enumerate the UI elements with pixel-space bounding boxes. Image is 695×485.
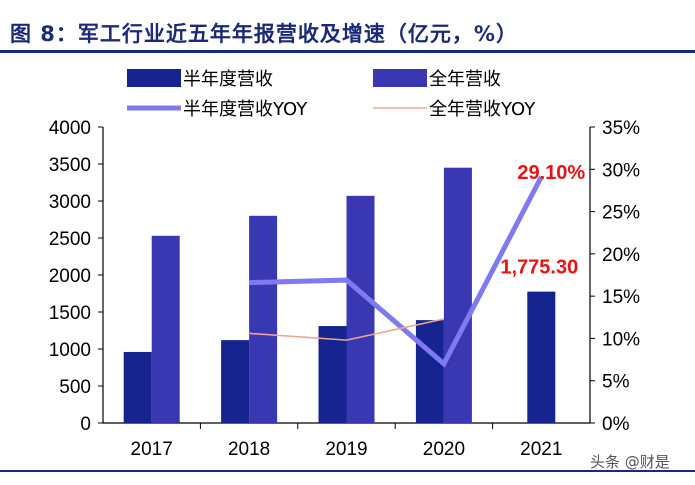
y-tick-label: 1000 bbox=[49, 340, 91, 361]
legend-swatch bbox=[373, 69, 427, 87]
y2-tick-label: 10% bbox=[602, 329, 640, 350]
y2-tick-label: 20% bbox=[602, 245, 640, 266]
legend-label: 全年营收YOY bbox=[429, 99, 536, 120]
y-tick-label: 4000 bbox=[49, 118, 91, 139]
legend-swatch bbox=[127, 69, 181, 87]
bottom-divider bbox=[0, 470, 695, 472]
x-tick-label: 2021 bbox=[520, 439, 562, 460]
y2-tick-label: 5% bbox=[602, 372, 630, 393]
x-tick-label: 2019 bbox=[325, 439, 367, 460]
x-tick-label: 2020 bbox=[423, 439, 465, 460]
bar bbox=[443, 167, 472, 423]
series-line bbox=[249, 318, 445, 341]
data-label-bar: 1,775.30 bbox=[500, 257, 578, 279]
bar bbox=[151, 235, 180, 423]
bar bbox=[318, 326, 347, 423]
legend-label: 半年度营收YOY bbox=[183, 99, 308, 120]
y-tick-label: 500 bbox=[59, 377, 91, 398]
y-tick-label: 0 bbox=[80, 414, 91, 435]
y-tick-label: 2500 bbox=[49, 229, 91, 250]
bar bbox=[527, 291, 556, 423]
bar bbox=[221, 340, 250, 423]
legend-label: 全年营收 bbox=[429, 69, 501, 90]
bar bbox=[346, 195, 375, 423]
title-divider bbox=[0, 50, 695, 53]
legend-label: 半年度营收 bbox=[183, 69, 273, 90]
data-label-line: 29.10% bbox=[517, 162, 585, 184]
chart-title: 图 8：军工行业近五年年报营收及增速（亿元，%） bbox=[10, 22, 518, 46]
y-tick-label: 3000 bbox=[49, 192, 91, 213]
y-tick-label: 1500 bbox=[49, 303, 91, 324]
bar bbox=[123, 351, 152, 423]
x-tick-label: 2017 bbox=[131, 439, 173, 460]
series-line bbox=[249, 175, 544, 368]
y2-tick-label: 0% bbox=[602, 414, 630, 435]
y2-tick-label: 25% bbox=[602, 203, 640, 224]
watermark-text: 头条 @财是 bbox=[590, 453, 670, 471]
y2-tick-label: 30% bbox=[602, 160, 640, 181]
bar bbox=[249, 215, 278, 423]
x-tick-label: 2018 bbox=[228, 439, 270, 460]
y-tick-label: 3500 bbox=[49, 155, 91, 176]
y2-tick-label: 15% bbox=[602, 287, 640, 308]
y-tick-label: 2000 bbox=[49, 266, 91, 287]
y2-tick-label: 35% bbox=[602, 118, 640, 139]
bar bbox=[415, 320, 444, 423]
